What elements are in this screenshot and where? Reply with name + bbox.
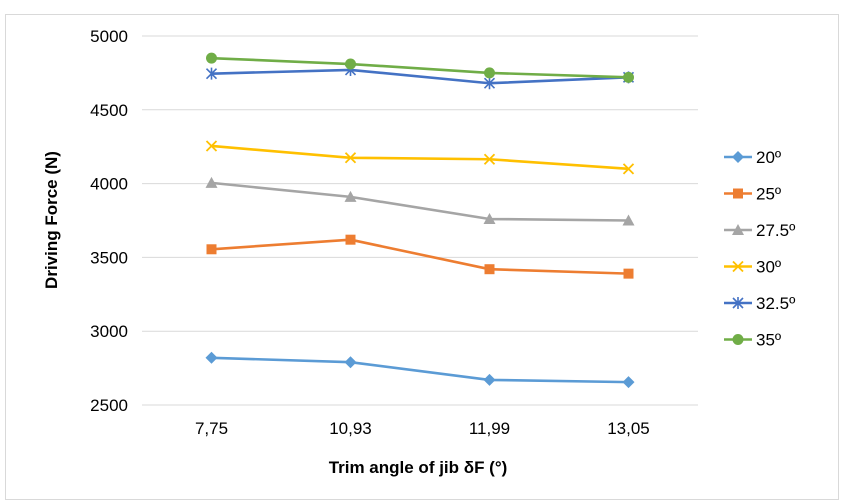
legend-marker xyxy=(732,224,744,235)
data-point xyxy=(345,234,356,245)
legend-item: 20º xyxy=(724,148,781,167)
series-2 xyxy=(205,176,635,226)
data-point xyxy=(622,214,635,226)
data-point xyxy=(206,244,217,255)
data-point xyxy=(344,190,357,202)
data-point xyxy=(205,67,218,80)
data-point xyxy=(623,71,634,83)
y-axis-title: Driving Force (N) xyxy=(42,151,61,289)
data-point xyxy=(345,58,356,70)
x-tick-label: 13,05 xyxy=(607,419,650,438)
data-point xyxy=(205,140,218,152)
series-5 xyxy=(206,52,634,83)
legend-item: 27.5º xyxy=(724,221,795,240)
data-point xyxy=(483,77,496,90)
data-point xyxy=(483,153,496,165)
data-point xyxy=(622,376,635,389)
legend-marker xyxy=(732,151,744,163)
legend-label: 35º xyxy=(756,331,781,350)
data-point xyxy=(484,264,495,275)
data-point xyxy=(206,52,217,64)
x-tick-label: 10,93 xyxy=(329,419,372,438)
data-point xyxy=(483,373,496,386)
legend-label: 27.5º xyxy=(756,221,795,240)
x-axis-title: Trim angle of jib δF (°) xyxy=(329,458,508,477)
x-tick-label: 11,99 xyxy=(469,419,510,438)
y-tick-label: 2500 xyxy=(90,396,128,415)
y-tick-label: 3000 xyxy=(90,322,128,341)
data-point xyxy=(205,176,218,188)
legend-item: 32.5º xyxy=(724,294,795,313)
legend-item: 25º xyxy=(724,185,781,204)
series-group xyxy=(205,52,635,389)
x-tick-labels: 7,75 10,93 11,99 13,05 xyxy=(195,419,650,438)
y-tick-label: 3500 xyxy=(90,248,128,267)
x-tick-label: 7,75 xyxy=(195,419,228,438)
series-line xyxy=(211,68,629,85)
series-0 xyxy=(205,351,635,389)
data-point xyxy=(344,356,357,369)
series-1 xyxy=(206,234,634,279)
series-line xyxy=(211,238,629,275)
y-tick-label: 4500 xyxy=(90,101,128,120)
legend-item: 35º xyxy=(724,331,781,350)
y-tick-label: 4000 xyxy=(90,175,128,194)
gridlines xyxy=(142,35,698,406)
legend-item: 30º xyxy=(724,258,781,277)
legend-marker xyxy=(732,297,744,309)
y-tick-labels: 2500 3000 3500 4000 4500 5000 xyxy=(90,27,128,415)
data-point xyxy=(484,67,495,79)
y-tick-label: 5000 xyxy=(90,27,128,46)
legend-label: 20º xyxy=(756,148,781,167)
legend-label: 25º xyxy=(756,185,781,204)
data-point xyxy=(344,152,357,164)
legend-label: 32.5º xyxy=(756,294,795,313)
legend-marker xyxy=(732,334,744,345)
legend-marker xyxy=(733,188,743,199)
series-line xyxy=(211,356,629,384)
legend-label: 30º xyxy=(756,258,781,277)
series-line xyxy=(211,56,629,79)
data-point xyxy=(205,351,218,364)
legend: 20º 25º 27.5º 30º 32.5º 35º xyxy=(724,148,795,350)
data-point xyxy=(622,163,635,175)
series-line xyxy=(211,181,629,222)
series-3 xyxy=(205,140,635,175)
data-point xyxy=(623,268,634,279)
series-line xyxy=(211,144,629,171)
data-point xyxy=(483,213,496,225)
legend-marker xyxy=(732,260,744,273)
